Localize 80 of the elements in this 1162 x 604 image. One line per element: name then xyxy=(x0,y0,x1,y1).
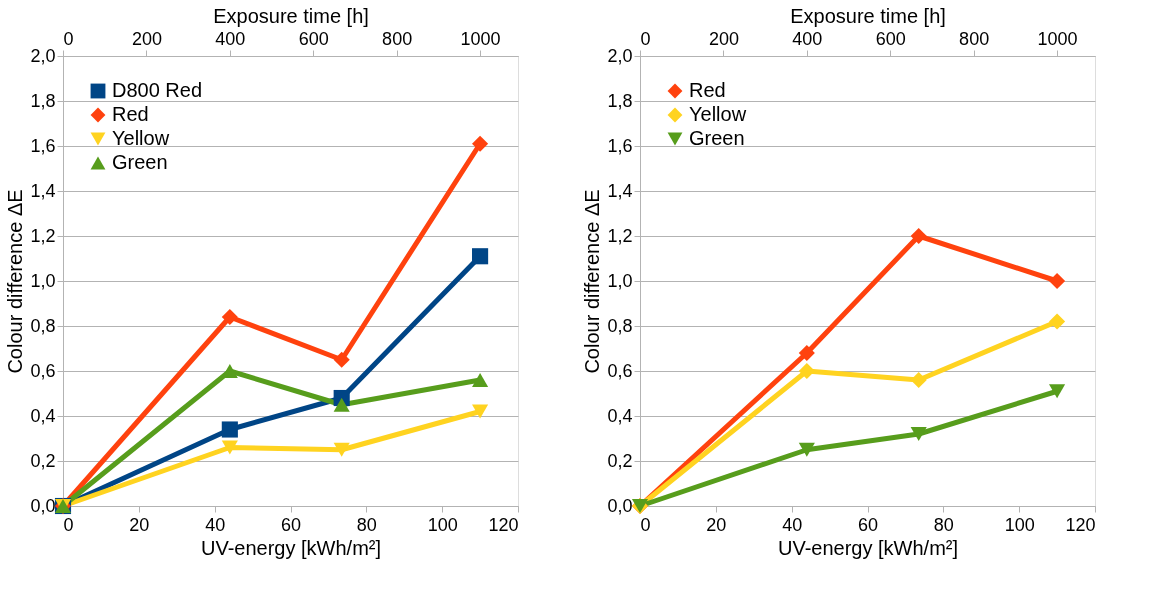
x2-tick-label: 400 xyxy=(792,28,823,49)
point xyxy=(910,427,927,441)
point xyxy=(1049,272,1066,290)
point xyxy=(472,248,489,265)
y-tick-label: 0,0 xyxy=(607,495,633,516)
x2-tick-label: 200 xyxy=(131,28,162,49)
y-tick-label: 1,0 xyxy=(30,270,56,291)
x-tick-label: 40 xyxy=(205,514,226,535)
point xyxy=(472,373,489,387)
x2-tick-label: 1000 xyxy=(1037,28,1078,49)
y-tick-label: 1,0 xyxy=(607,270,633,291)
y-axis-title: Colour difference ΔE xyxy=(4,189,27,374)
y-tick-label: 1,4 xyxy=(30,180,56,201)
y-tick-label: 0,6 xyxy=(607,360,633,381)
y-tick-label: 0,8 xyxy=(607,315,633,336)
y-tick-label: 1,2 xyxy=(30,225,56,246)
x-tick-label: 0 xyxy=(63,514,74,535)
y-tick-label: 0,4 xyxy=(30,405,56,426)
y-tick-label: 0,0 xyxy=(30,495,56,516)
x2-tick-label: 400 xyxy=(215,28,246,49)
x-tick-label: 100 xyxy=(427,514,458,535)
x2-tick-label: 0 xyxy=(63,28,74,49)
y-tick-label: 0,4 xyxy=(607,405,633,426)
point xyxy=(472,404,489,419)
x-tick-label: 100 xyxy=(1004,514,1035,535)
point xyxy=(221,421,238,438)
point xyxy=(1049,384,1066,399)
legend-label: Green xyxy=(689,127,745,149)
point xyxy=(333,397,350,412)
x-axis-title: UV-energy [kWh/m²] xyxy=(200,536,382,559)
x-tick-label: 60 xyxy=(280,514,302,535)
point xyxy=(798,442,815,457)
x2-tick-label: 800 xyxy=(959,28,990,49)
x-tick-label: 40 xyxy=(782,514,803,535)
x-tick-label: 80 xyxy=(933,514,954,535)
y-tick-label: 0,2 xyxy=(607,450,633,471)
y-tick-label: 0,6 xyxy=(30,360,56,381)
x2-tick-label: 0 xyxy=(640,28,651,49)
point xyxy=(221,308,238,326)
x2-tick-label: 800 xyxy=(382,28,413,49)
x2-tick-label: 600 xyxy=(298,28,329,49)
point xyxy=(798,344,815,362)
legend-label: Green xyxy=(112,151,168,173)
x-tick-label: 20 xyxy=(706,514,727,535)
legend-label: Red xyxy=(112,103,149,125)
y-tick-label: 1,4 xyxy=(607,180,633,201)
x-tick-label: 120 xyxy=(1065,514,1096,535)
x-tick-label: 0 xyxy=(640,514,651,535)
x-axis-title: UV-energy [kWh/m²] xyxy=(777,536,959,559)
legend-label: D800 Red xyxy=(112,79,203,101)
y-tick-label: 1,6 xyxy=(607,135,633,156)
point xyxy=(333,442,350,457)
y-axis-title: Colour difference ΔE xyxy=(581,189,604,374)
legend-label: Yellow xyxy=(689,103,747,125)
x2-axis-title: Exposure time [h] xyxy=(213,4,369,27)
point xyxy=(798,362,815,380)
point xyxy=(472,135,489,152)
x-tick-label: 120 xyxy=(488,514,519,535)
y-tick-label: 2,0 xyxy=(30,45,56,66)
point xyxy=(1049,313,1066,330)
x2-tick-label: 1000 xyxy=(460,28,501,49)
x2-tick-label: 600 xyxy=(875,28,906,49)
y-tick-label: 1,2 xyxy=(607,225,633,246)
x-tick-label: 20 xyxy=(129,514,150,535)
point xyxy=(221,440,238,455)
x-tick-label: 80 xyxy=(356,514,377,535)
y-tick-label: 0,8 xyxy=(30,315,56,336)
y-tick-label: 2,0 xyxy=(607,45,633,66)
x2-axis-title: Exposure time [h] xyxy=(790,4,946,27)
x-tick-label: 60 xyxy=(857,514,879,535)
y-tick-label: 1,8 xyxy=(607,90,633,111)
y-tick-label: 0,2 xyxy=(30,450,56,471)
point xyxy=(333,351,350,368)
x2-tick-label: 200 xyxy=(708,28,739,49)
y-tick-label: 1,6 xyxy=(30,135,56,156)
legend-label: Red xyxy=(689,79,726,101)
y-tick-label: 1,8 xyxy=(30,90,56,111)
point xyxy=(910,371,927,389)
point xyxy=(910,227,927,245)
legend-label: Yellow xyxy=(112,127,170,149)
